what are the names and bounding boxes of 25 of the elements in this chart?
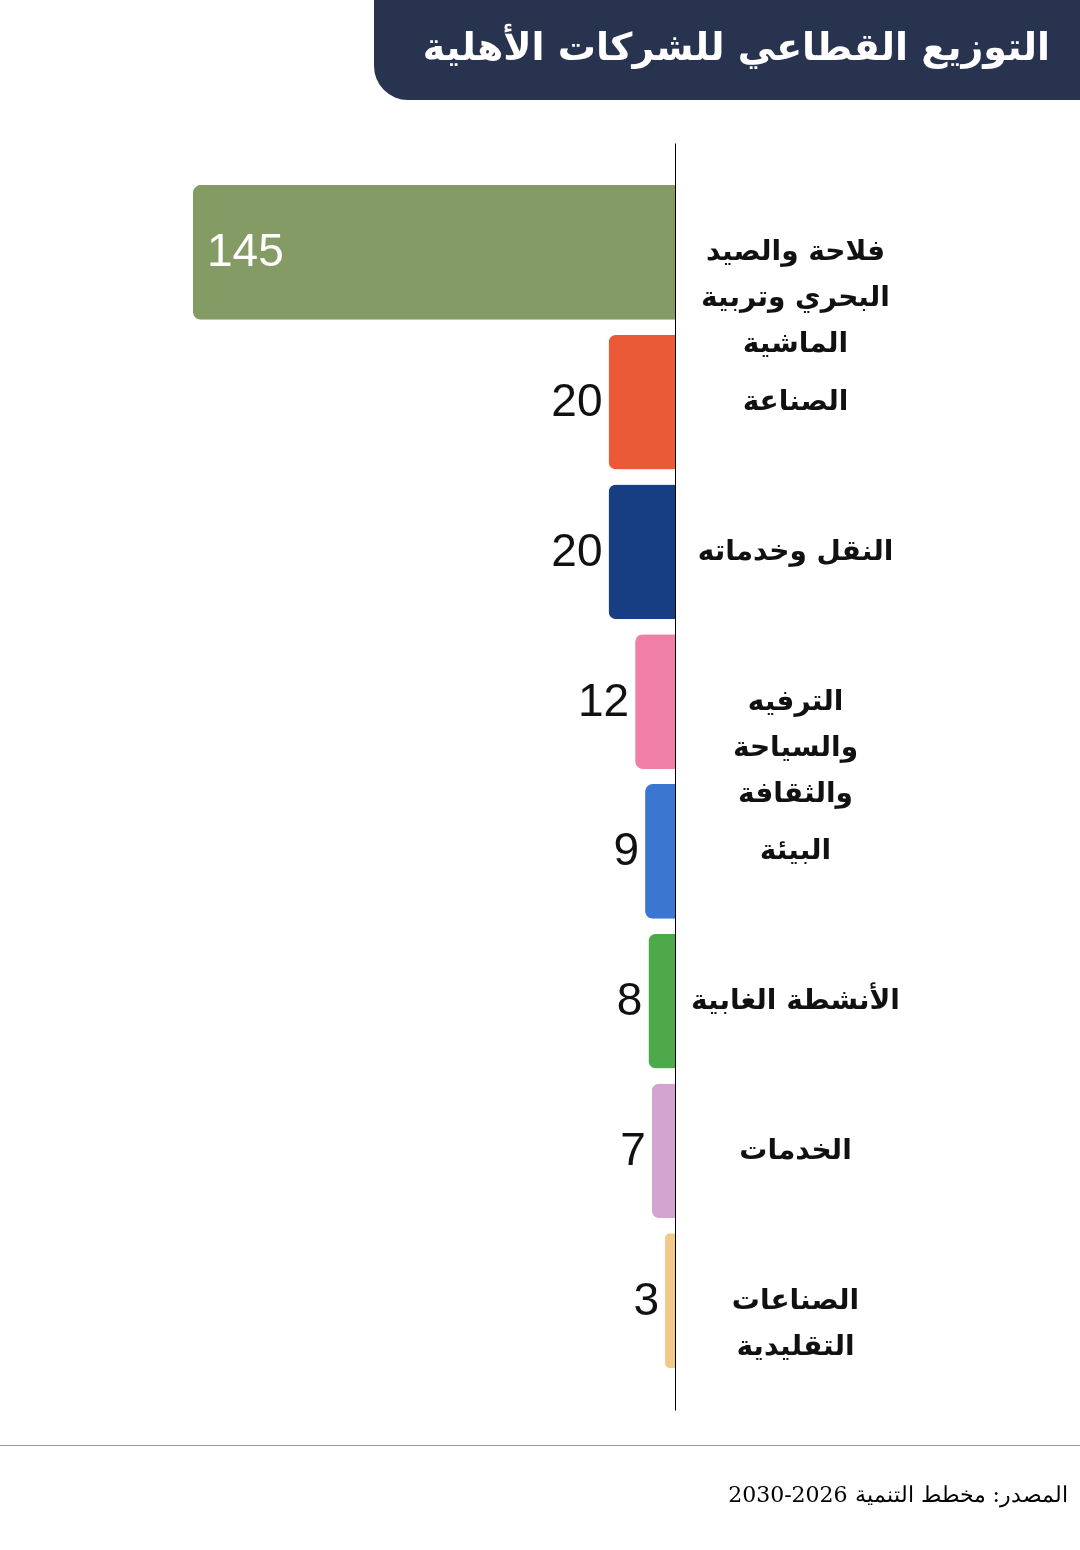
bar <box>648 933 675 1069</box>
data-label: 7 <box>620 1122 646 1175</box>
bar <box>645 783 675 919</box>
y-tick-label: فلاحة والصيد البحري وتربية الماشية <box>701 234 890 360</box>
bar <box>651 1083 675 1219</box>
text: المصدر: مخطط التنمية 2026-2030 <box>728 1482 1068 1507</box>
chart-title: التوزيع القطاعي للشركات الأهلية <box>374 0 1080 100</box>
data-label: 9 <box>613 823 640 876</box>
data-label: 12 <box>577 673 630 726</box>
y-tick-label: الأنشطة الغابية <box>691 982 900 1017</box>
bar <box>608 334 675 470</box>
y-tick-label: البيئة <box>759 833 832 867</box>
y-tick-label: الخدمات <box>739 1132 852 1166</box>
y-tick-label: النقل وخدماته <box>697 533 894 567</box>
bar <box>635 634 675 770</box>
data-label: 8 <box>616 973 643 1026</box>
bar <box>608 484 675 620</box>
y-tick-label: الصناعات التقليدية <box>731 1282 860 1362</box>
y-tick-label: الصناعة <box>742 384 849 418</box>
bar <box>193 184 675 320</box>
data-label: 3 <box>633 1272 660 1325</box>
data-label: 145 <box>207 224 284 277</box>
y-tick-label: الترفيه والسياحة والثقافة <box>732 683 859 809</box>
data-label: 20 <box>551 523 603 576</box>
data-label: 20 <box>551 374 603 427</box>
